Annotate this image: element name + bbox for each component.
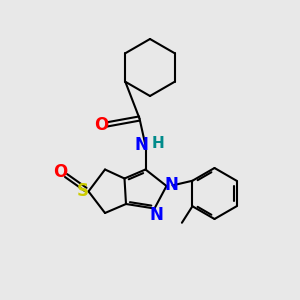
Text: H: H [152,136,164,152]
Text: O: O [94,116,108,134]
Text: O: O [53,163,67,181]
Text: S: S [76,182,88,200]
Text: N: N [165,176,179,194]
Text: N: N [149,206,163,224]
Text: N: N [135,136,149,154]
